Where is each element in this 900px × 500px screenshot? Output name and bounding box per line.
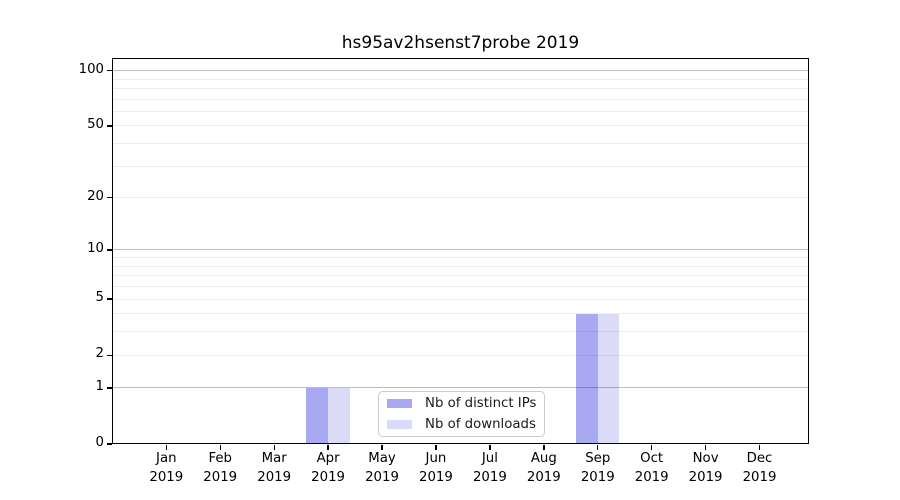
x-tick-mark	[327, 444, 329, 450]
y-tick-mark	[107, 387, 112, 389]
minor-gridline	[113, 286, 808, 288]
y-tick-label: 2	[95, 346, 104, 362]
x-tick-mark	[273, 444, 275, 450]
major-gridline	[113, 387, 808, 389]
x-tick-mark	[543, 444, 545, 450]
minor-gridline	[113, 125, 808, 127]
x-tick-label: Jan 2019	[149, 451, 184, 485]
x-tick-mark	[381, 444, 383, 450]
minor-gridline	[113, 78, 808, 80]
major-gridline	[113, 249, 808, 251]
x-tick-label: Dec 2019	[742, 451, 777, 485]
minor-gridline	[113, 197, 808, 199]
y-tick-mark	[107, 197, 112, 199]
legend-label: Nb of downloads	[425, 417, 536, 432]
major-gridline	[113, 70, 808, 72]
minor-gridline	[113, 98, 808, 100]
x-tick-label: Jun 2019	[419, 451, 453, 485]
minor-gridline	[113, 354, 808, 356]
x-tick-mark	[435, 444, 437, 450]
x-tick-label: Mar 2019	[257, 451, 292, 485]
x-tick-label: Oct 2019	[634, 451, 669, 485]
y-tick-label: 20	[87, 188, 104, 204]
legend-swatch	[387, 399, 412, 408]
y-tick-label: 50	[87, 116, 104, 132]
legend-swatch	[387, 420, 412, 429]
y-tick-mark	[107, 69, 112, 72]
x-tick-label: Jul 2019	[472, 451, 507, 485]
x-tick-label: May 2019	[365, 451, 399, 485]
bar-distinct-ips	[306, 387, 329, 444]
minor-gridline	[113, 257, 808, 259]
minor-gridline	[113, 298, 808, 300]
bar-downloads	[597, 313, 620, 444]
x-tick-mark	[651, 444, 653, 450]
y-tick-label: 10	[87, 240, 104, 256]
x-tick-mark	[165, 444, 167, 450]
x-tick-label: Feb 2019	[203, 451, 238, 485]
legend-row: Nb of distinct IPs	[379, 395, 544, 413]
x-tick-mark	[597, 444, 599, 450]
chart-title: hs95av2hsenst7probe 2019	[341, 33, 580, 53]
y-tick-mark	[107, 354, 112, 356]
plot-border	[112, 58, 809, 444]
x-tick-label: Aug 2019	[526, 451, 561, 485]
y-tick-label: 0	[95, 435, 104, 450]
y-tick-mark	[107, 298, 112, 300]
minor-gridline	[113, 275, 808, 277]
y-tick-mark	[107, 249, 112, 251]
x-tick-mark	[758, 444, 761, 450]
x-tick-mark	[489, 444, 491, 450]
minor-gridline	[113, 143, 808, 145]
minor-gridline	[113, 87, 808, 89]
legend: Nb of distinct IPs Nb of downloads	[378, 391, 545, 437]
minor-gridline	[113, 331, 808, 333]
minor-gridline	[113, 313, 808, 315]
y-tick-mark	[107, 443, 112, 445]
minor-gridline	[113, 110, 808, 112]
y-tick-label: 1	[95, 378, 104, 394]
minor-gridline	[113, 265, 808, 267]
legend-row: Nb of downloads	[379, 416, 544, 434]
minor-gridline	[113, 165, 808, 167]
x-tick-label: Nov 2019	[688, 451, 723, 485]
x-tick-label: Sep 2019	[580, 451, 615, 485]
y-tick-mark	[107, 125, 112, 127]
x-tick-mark	[705, 444, 707, 450]
legend-label: Nb of distinct IPs	[425, 396, 537, 411]
x-tick-mark	[219, 444, 221, 450]
y-tick-label: 100	[78, 61, 104, 77]
x-tick-label: Apr 2019	[311, 451, 345, 485]
y-tick-label: 5	[95, 290, 104, 306]
bar-downloads	[328, 387, 350, 444]
bar-distinct-ips	[576, 313, 598, 444]
